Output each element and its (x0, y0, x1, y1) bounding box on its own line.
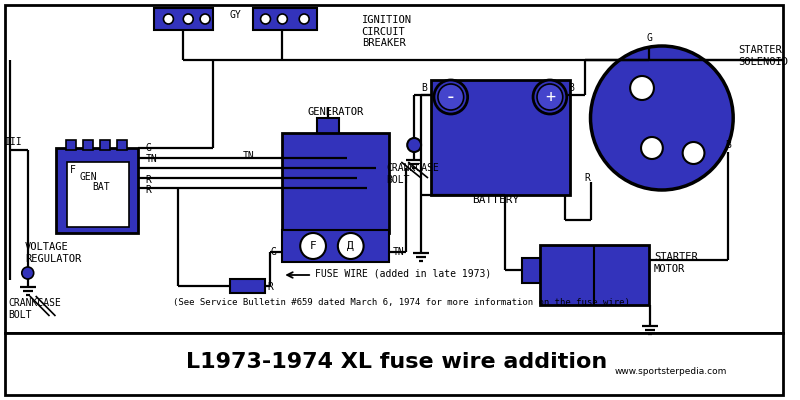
Text: R: R (585, 173, 590, 183)
Text: III: III (5, 137, 22, 147)
Text: -: - (445, 88, 457, 106)
Circle shape (641, 137, 663, 159)
Text: STARTER
SOLENOID: STARTER SOLENOID (738, 45, 788, 67)
Circle shape (338, 233, 364, 259)
Text: B: B (421, 83, 427, 93)
Circle shape (590, 46, 733, 190)
Text: G: G (646, 33, 652, 43)
Text: R: R (146, 175, 151, 185)
Bar (431, 80, 570, 195)
Text: GENERATOR: GENERATOR (307, 107, 363, 117)
Circle shape (407, 138, 421, 152)
Bar (253, 8, 317, 30)
Bar (100, 140, 110, 150)
Text: R: R (146, 185, 151, 195)
Circle shape (22, 267, 34, 279)
Bar (230, 279, 265, 293)
Text: CRANKCASE
BOLT: CRANKCASE BOLT (386, 163, 439, 185)
Circle shape (261, 14, 270, 24)
Text: F: F (70, 165, 76, 175)
Text: STARTER
MOTOR: STARTER MOTOR (654, 252, 698, 274)
Text: VOLTAGE
REGULATOR: VOLTAGE REGULATOR (25, 242, 81, 264)
Circle shape (300, 233, 326, 259)
Circle shape (533, 80, 566, 114)
Circle shape (299, 14, 309, 24)
Bar (5, 333, 782, 395)
Text: R: R (267, 282, 274, 292)
Text: B: B (726, 140, 731, 150)
Circle shape (183, 14, 194, 24)
Text: G: G (146, 143, 151, 153)
Text: GY: GY (230, 10, 242, 20)
Text: BATTERY: BATTERY (472, 195, 519, 205)
Bar (67, 162, 129, 227)
Bar (540, 245, 649, 305)
Bar (117, 140, 127, 150)
Text: L1973-1974 XL fuse wire addition: L1973-1974 XL fuse wire addition (186, 352, 607, 372)
Text: (See Service Bulletin #659 dated March 6, 1974 for more information on the fuse : (See Service Bulletin #659 dated March 6… (174, 298, 630, 307)
Circle shape (278, 14, 287, 24)
Circle shape (682, 142, 705, 164)
Text: F: F (310, 241, 317, 251)
Circle shape (537, 84, 562, 110)
Bar (282, 133, 390, 233)
Bar (5, 5, 782, 333)
Bar (66, 140, 76, 150)
Text: CRANKCASE
BOLT: CRANKCASE BOLT (8, 298, 61, 320)
Text: TN: TN (392, 247, 404, 257)
Bar (317, 118, 339, 136)
Circle shape (163, 14, 174, 24)
Bar (522, 258, 542, 283)
Text: GEN: GEN (79, 172, 97, 182)
Bar (282, 230, 390, 262)
Text: IGNITION
CIRCUIT
BREAKER: IGNITION CIRCUIT BREAKER (362, 15, 412, 48)
Text: BAT: BAT (92, 182, 110, 192)
Text: B: B (569, 83, 574, 93)
Bar (83, 140, 93, 150)
Bar (154, 8, 213, 30)
Text: TN: TN (146, 154, 158, 164)
Circle shape (434, 80, 468, 114)
Text: +: + (545, 88, 555, 106)
Circle shape (438, 84, 464, 110)
Circle shape (200, 14, 210, 24)
Text: www.sportsterpedia.com: www.sportsterpedia.com (614, 366, 726, 376)
Text: FUSE WIRE (added in late 1973): FUSE WIRE (added in late 1973) (315, 269, 491, 279)
Text: TN: TN (242, 151, 254, 161)
Bar (57, 148, 138, 233)
Text: G: G (270, 247, 276, 257)
Text: Д: Д (347, 241, 354, 251)
Circle shape (630, 76, 654, 100)
